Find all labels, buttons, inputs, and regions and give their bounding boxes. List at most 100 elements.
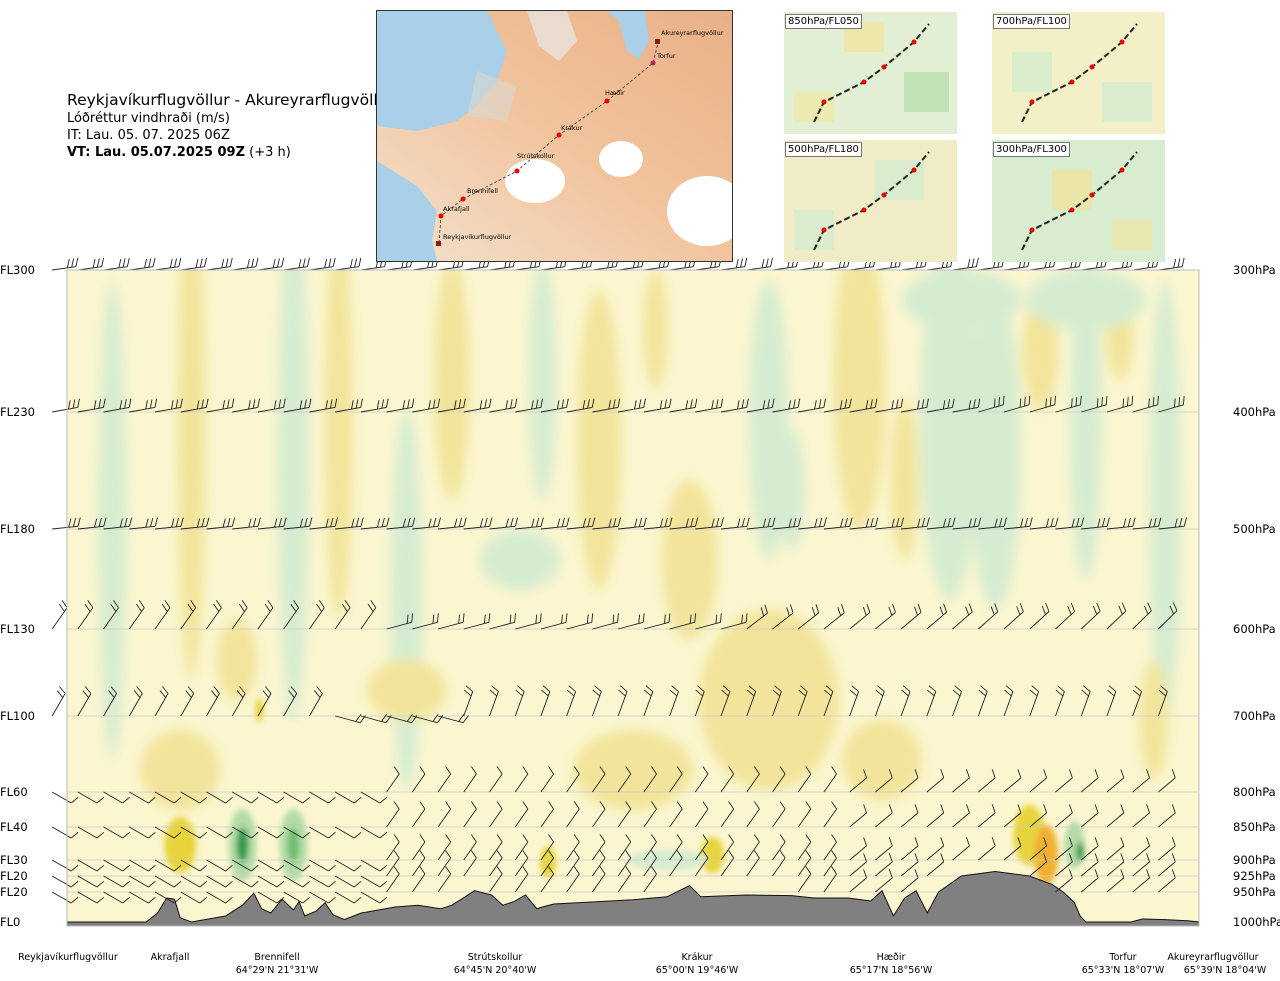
wind-barb — [257, 257, 285, 271]
wind-barb — [334, 791, 362, 804]
wind-barb — [772, 834, 786, 861]
wind-barb — [52, 517, 81, 530]
wind-barb — [1132, 517, 1162, 530]
wind-barb — [849, 398, 878, 413]
wind-barb — [103, 257, 130, 271]
field-core — [1130, 852, 1155, 872]
wind-barb — [1003, 769, 1022, 793]
wind-barb — [823, 850, 837, 877]
wind-barb — [129, 875, 156, 888]
wind-barb — [1029, 602, 1050, 630]
wind-barb — [643, 766, 657, 793]
field-blob — [842, 720, 923, 800]
wind-barb — [772, 850, 786, 877]
wind-barb — [309, 826, 336, 839]
wind-barb — [694, 766, 709, 793]
wind-barb — [952, 837, 970, 861]
wind-barb — [566, 398, 595, 413]
wind-barb — [926, 398, 955, 413]
waypoint-coord: 64°29'N 21°31'W — [236, 965, 319, 976]
field-blob — [216, 620, 257, 700]
left-axis-label: FL300 — [0, 263, 35, 277]
wind-barb — [1158, 395, 1185, 413]
wind-barb — [1158, 602, 1178, 630]
wind-barb — [154, 257, 182, 271]
wind-barb — [540, 801, 554, 828]
wind-barb — [335, 517, 364, 530]
wind-barb — [386, 834, 400, 861]
wind-barb — [154, 891, 182, 904]
wind-barb — [1003, 804, 1022, 828]
left-axis-label: FL20 — [0, 869, 28, 883]
wind-barb — [309, 875, 336, 888]
level-map-300: 300hPa/FL300 — [992, 140, 1165, 262]
wind-barb — [617, 866, 632, 893]
valid-time-bold: VT: Lau. 05.07.2025 09Z — [67, 145, 246, 160]
wind-barb — [309, 257, 336, 271]
wind-barb — [437, 713, 469, 724]
wind-barb — [257, 791, 285, 804]
waypoint-label: Hæðir — [877, 952, 906, 963]
wind-barb — [952, 603, 973, 630]
wind-barb — [257, 517, 287, 530]
wind-barb — [257, 398, 286, 413]
wind-barb — [592, 517, 622, 530]
wind-barb — [900, 869, 919, 893]
field-soft-layer — [98, 270, 1182, 810]
field-blob — [1069, 270, 1102, 580]
wind-barb — [514, 685, 525, 717]
wind-barb — [360, 875, 388, 888]
wind-barb — [51, 791, 79, 804]
wind-barb — [1132, 395, 1159, 413]
wind-barb — [515, 398, 543, 413]
wind-barb — [489, 517, 519, 530]
left-axis-label: FL230 — [0, 405, 35, 419]
wind-barb — [1080, 804, 1099, 828]
plot-frame — [66, 269, 1200, 927]
right-axis-label: 925hPa — [1233, 869, 1276, 883]
waypoint-coord: 65°33'N 18°07'W — [1082, 965, 1165, 976]
map-label-reykjavik: Reykjavíkurflugvöllur — [443, 233, 512, 241]
waypoint-label: Strútskollur — [468, 952, 523, 963]
wind-barb — [797, 604, 820, 630]
wind-barb — [1004, 517, 1033, 530]
right-axis-label: 600hPa — [1233, 622, 1276, 636]
wind-barb — [1106, 869, 1125, 893]
wind-barb — [746, 517, 776, 530]
wind-barb — [154, 859, 182, 872]
wind-barb — [926, 769, 945, 793]
wind-barb — [438, 517, 467, 530]
wind-barb — [1132, 769, 1150, 793]
field-blob — [433, 270, 470, 500]
wind-barb — [489, 613, 516, 630]
wind-barb — [952, 769, 970, 793]
wind-barb — [823, 604, 845, 630]
wind-barb — [1055, 685, 1065, 717]
wind-barb — [257, 600, 274, 630]
wind-barb — [617, 766, 632, 793]
wind-barb — [180, 517, 210, 530]
wind-barb — [103, 398, 132, 413]
wind-barb — [334, 875, 362, 888]
wind-barb — [900, 603, 922, 630]
wind-barb — [669, 850, 683, 877]
wind-barb — [103, 791, 130, 804]
wind-barb — [566, 850, 580, 877]
field-core — [1076, 842, 1085, 862]
wind-barb — [206, 891, 233, 904]
wind-barb — [309, 859, 336, 872]
wind-barb — [232, 859, 259, 872]
wind-barb — [1080, 853, 1099, 877]
wind-barb — [566, 766, 580, 793]
right-axis-label: 400hPa — [1233, 405, 1276, 419]
wind-barb — [1132, 602, 1152, 630]
variable-title: Lóðréttur vindhraði (m/s) — [67, 111, 230, 126]
wind-barb — [566, 801, 580, 828]
left-axis-label: FL130 — [0, 622, 35, 636]
wind-barb — [232, 517, 261, 530]
wind-barb — [154, 826, 182, 839]
wind-barb — [592, 834, 606, 861]
map-label-torfur: Torfur — [656, 52, 676, 60]
wind-barb — [823, 685, 834, 717]
wind-barb — [617, 685, 628, 717]
